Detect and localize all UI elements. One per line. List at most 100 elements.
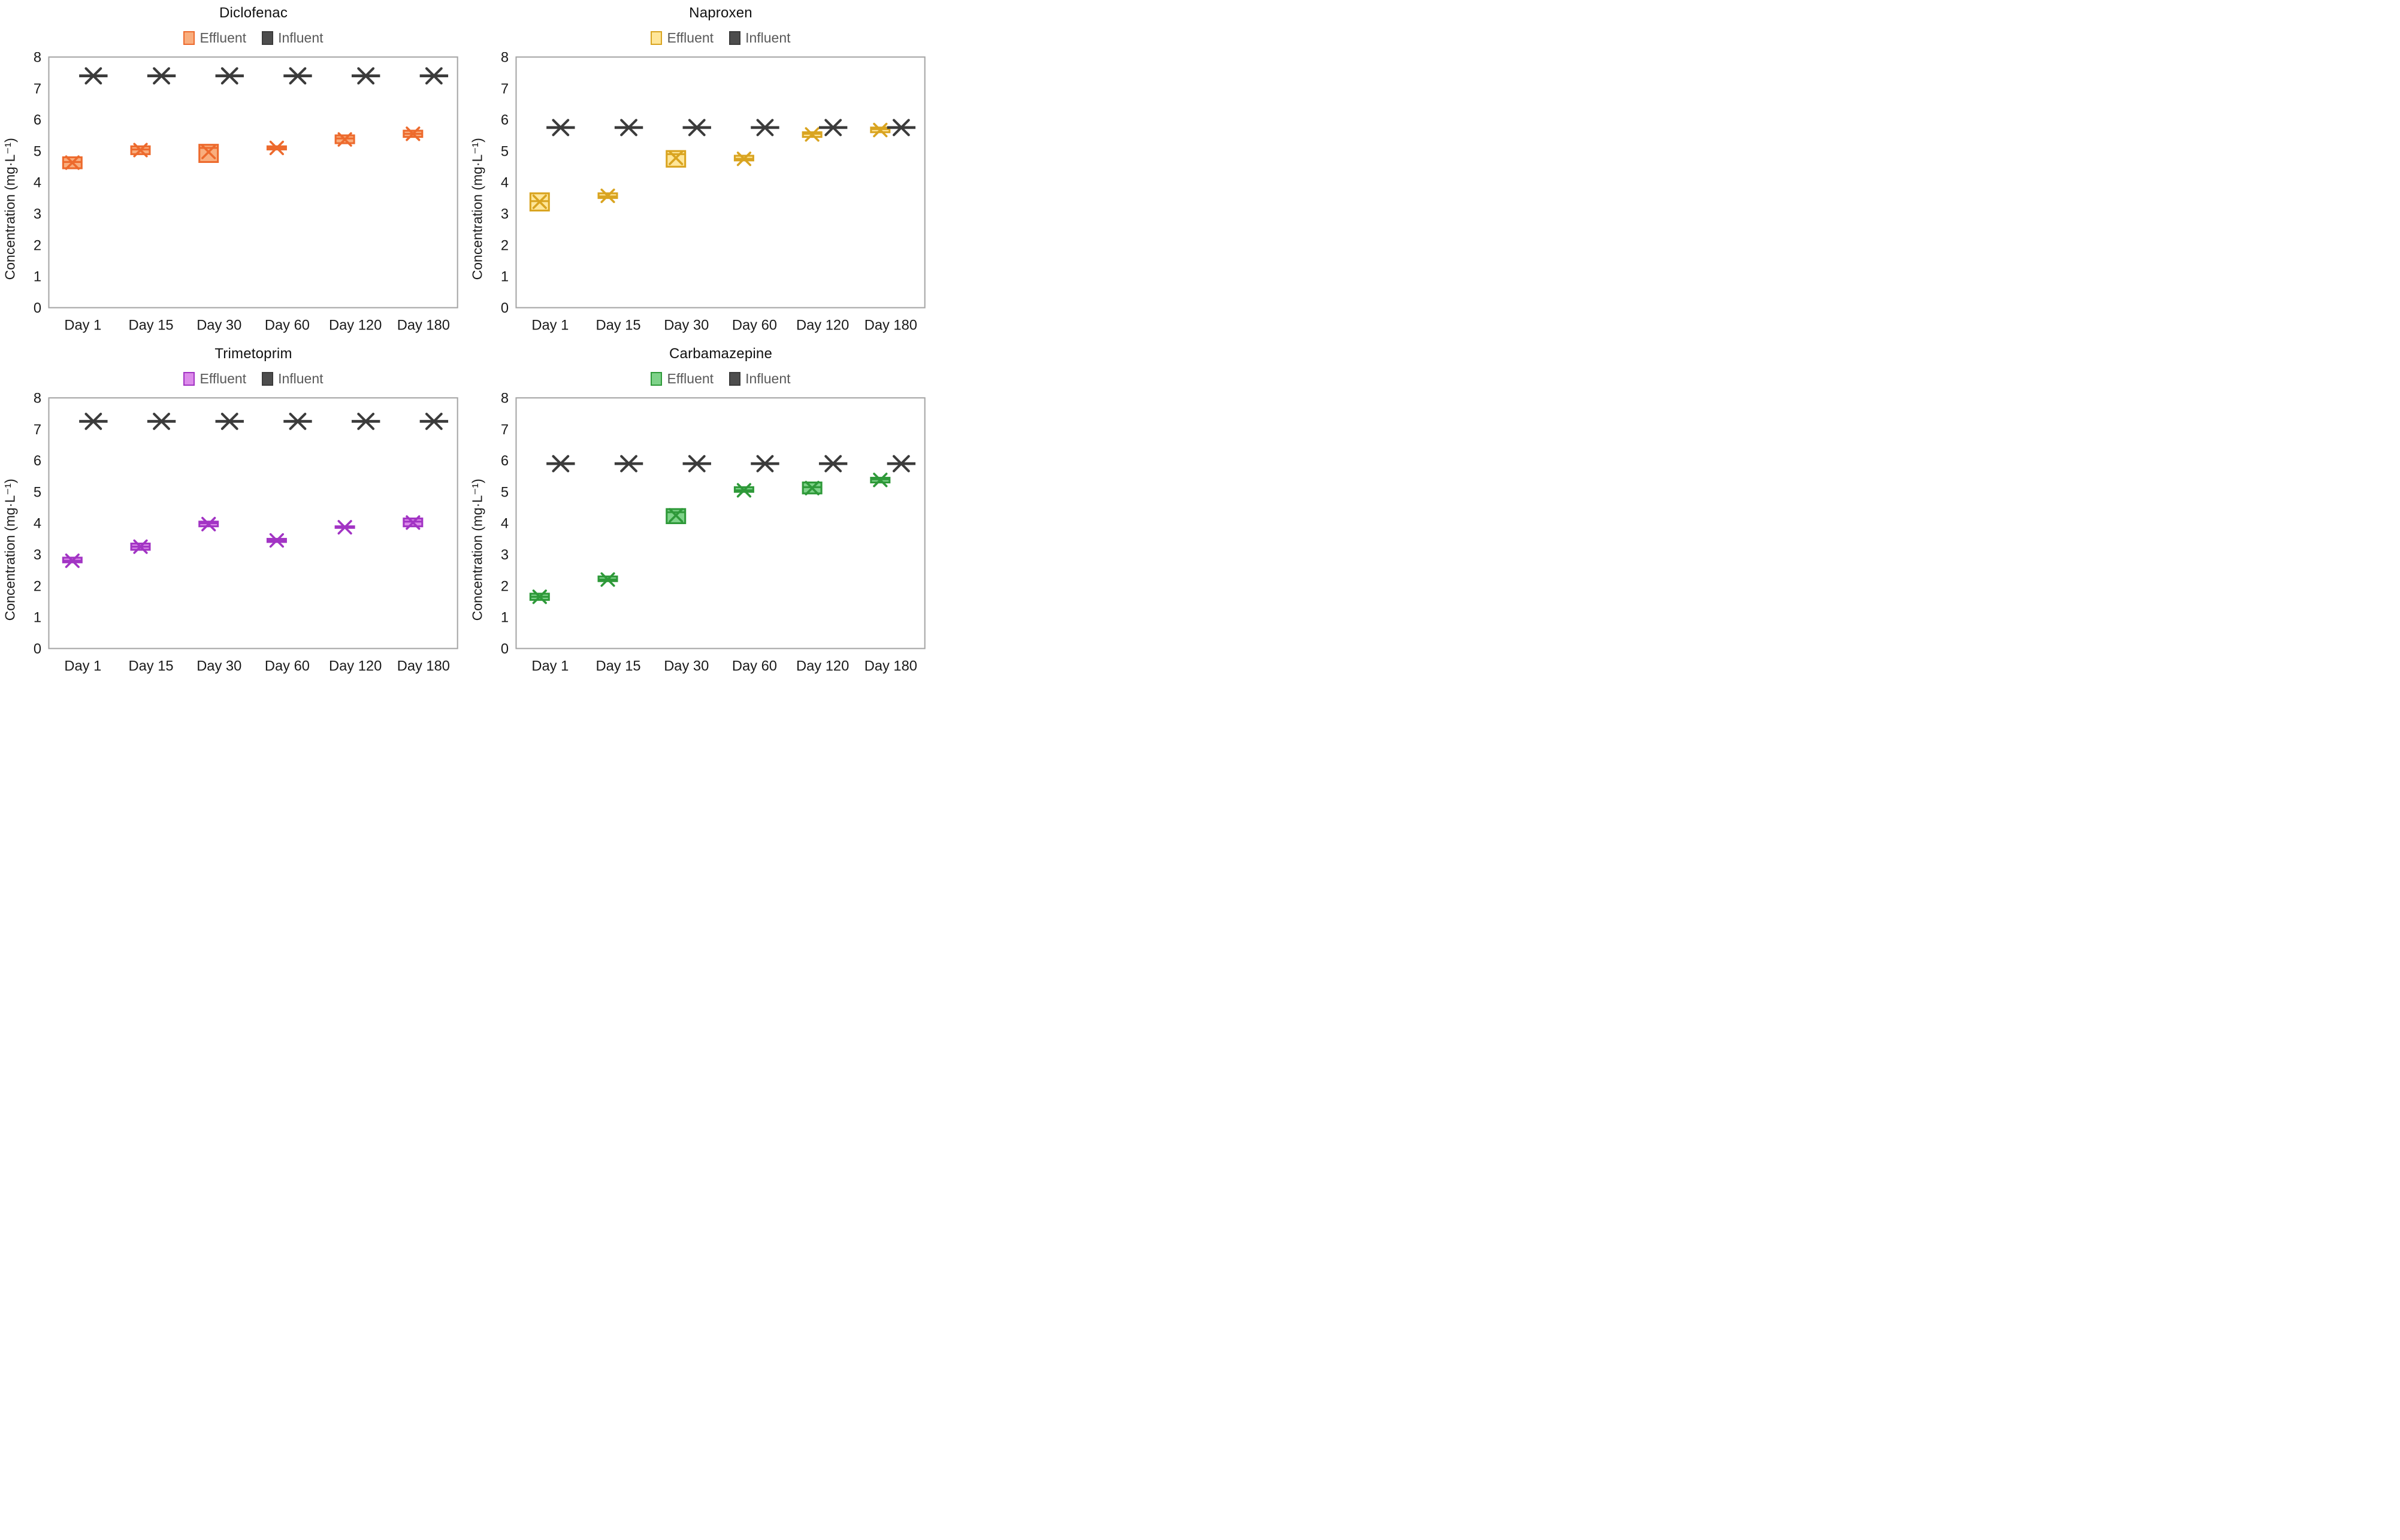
y-tick-label: 8 — [34, 393, 41, 406]
legend-label-influent: Influent — [278, 371, 324, 387]
legend: Effluent Influent — [43, 371, 464, 387]
chart-title: Trimetoprim — [214, 346, 292, 362]
plot-border — [515, 397, 926, 650]
legend-label-influent: Influent — [278, 30, 324, 46]
y-axis-title: Concentration (mg·L⁻¹) — [469, 138, 485, 280]
effluent-box — [334, 520, 355, 535]
influent-x-icon — [620, 455, 637, 473]
effluent-box — [870, 122, 891, 138]
x-tick-label: Day 120 — [329, 318, 382, 334]
effluent-box — [266, 533, 287, 548]
influent-x-icon — [153, 67, 170, 85]
influent-marker — [682, 119, 711, 137]
legend-item-influent: Influent — [262, 30, 324, 46]
box-plot-trimetoprim: 0 1 2 3 4 5 6 7 8 Day 1 Day 15 Day 30 Day 60 Day 120 D… — [34, 393, 458, 674]
influent-marker — [818, 119, 848, 137]
y-tick-label: 3 — [501, 547, 509, 563]
effluent-swatch-icon — [651, 372, 663, 386]
x-tick-label: Day 60 — [265, 659, 310, 674]
x-tick-label: Day 180 — [865, 659, 917, 674]
mean-x-marker — [406, 126, 421, 141]
x-tick-label: Day 15 — [596, 318, 640, 334]
y-tick-label: 0 — [501, 642, 509, 657]
y-tick-label: 1 — [501, 270, 509, 285]
mean-x-marker — [201, 517, 216, 532]
legend-label-effluent: Effluent — [667, 30, 714, 46]
y-tick-label: 5 — [501, 144, 509, 159]
influent-x-icon — [756, 455, 774, 473]
mean-x-marker — [736, 483, 752, 498]
plot-border — [48, 397, 458, 650]
effluent-box — [802, 481, 823, 496]
legend-item-influent: Influent — [729, 371, 791, 387]
y-tick-label: 3 — [34, 547, 41, 563]
legend-item-effluent: Effluent — [183, 30, 246, 46]
influent-x-icon — [892, 455, 910, 473]
legend-label-influent: Influent — [745, 371, 791, 387]
mean-x-marker — [65, 553, 80, 568]
legend-item-effluent: Effluent — [651, 371, 714, 387]
y-axis-title: Concentration (mg·L⁻¹) — [2, 479, 18, 622]
x-tick-label: Day 1 — [64, 318, 101, 334]
effluent-box — [266, 140, 287, 156]
influent-marker — [79, 67, 108, 85]
plot-row: Concentration (mg·L⁻¹) 0 1 2 3 4 5 6 7 8 Day 1 Day… — [1, 52, 464, 342]
x-tick-label: Day 120 — [796, 659, 849, 674]
effluent-box — [666, 150, 687, 168]
influent-x-icon — [552, 119, 570, 137]
y-tick-label: 8 — [34, 52, 41, 65]
plot-border — [515, 56, 926, 308]
y-tick-label: 6 — [34, 453, 41, 469]
plot-row: Concentration (mg·L⁻¹) 0 1 2 3 4 5 6 7 8 Day 1 Day… — [468, 52, 931, 342]
x-tick-label: Day 1 — [64, 659, 101, 674]
x-tick-label: Day 30 — [664, 659, 709, 674]
effluent-box — [529, 192, 550, 212]
effluent-box — [403, 126, 424, 141]
x-tick-label: Day 60 — [732, 659, 777, 674]
influent-marker — [215, 67, 244, 85]
box-plot-carbamazepine: 0 1 2 3 4 5 6 7 8 Day 1 Day 15 Day 30 Day 60 Day 120 D… — [501, 393, 926, 674]
x-tick-label: Day 30 — [197, 318, 241, 334]
chart-title: Carbamazepine — [669, 346, 773, 362]
x-tick-label: Day 1 — [531, 659, 569, 674]
effluent-box — [62, 155, 83, 170]
box-plot-diclofenac: 0 1 2 3 4 5 6 7 8 Day 1 Day 15 Day 30 Day 60 Day 120 D… — [34, 52, 458, 334]
y-tick-label: 2 — [34, 579, 41, 595]
y-tick-label: 7 — [34, 422, 41, 438]
mean-x-marker — [669, 508, 684, 523]
effluent-box — [733, 152, 754, 167]
effluent-swatch-icon — [183, 372, 195, 386]
y-tick-label: 5 — [34, 144, 41, 159]
y-axis-title: Concentration (mg·L⁻¹) — [469, 479, 485, 622]
y-tick-label: 8 — [501, 52, 509, 65]
effluent-box — [130, 539, 151, 555]
mean-x-marker — [532, 589, 547, 604]
influent-swatch-icon — [262, 372, 274, 386]
mean-x-marker — [201, 144, 216, 159]
legend-item-effluent: Effluent — [651, 30, 714, 46]
mean-x-marker — [337, 520, 352, 535]
mean-x-marker — [805, 481, 820, 496]
y-tick-label: 7 — [501, 81, 509, 97]
legend-item-influent: Influent — [729, 30, 791, 46]
effluent-box — [870, 473, 891, 488]
legend-item-influent: Influent — [262, 371, 324, 387]
legend-item-effluent: Effluent — [183, 371, 246, 387]
x-tick-label: Day 120 — [329, 659, 382, 674]
influent-marker — [419, 413, 449, 431]
x-tick-label: Day 30 — [197, 659, 241, 674]
x-tick-label: Day 15 — [128, 318, 173, 334]
legend: Effluent Influent — [510, 30, 931, 46]
y-tick-label: 3 — [501, 207, 509, 222]
mean-x-marker — [406, 515, 421, 530]
plot-border — [48, 56, 458, 308]
influent-marker — [351, 67, 380, 85]
influent-x-icon — [425, 67, 443, 85]
mean-x-marker — [669, 150, 684, 165]
y-tick-label: 1 — [34, 270, 41, 285]
panel-diclofenac: Diclofenac Effluent Influent Concentrati… — [0, 1, 467, 342]
mean-x-marker — [873, 122, 888, 138]
mean-x-marker — [805, 127, 820, 142]
x-tick-label: Day 180 — [397, 318, 450, 334]
effluent-box — [597, 572, 618, 588]
